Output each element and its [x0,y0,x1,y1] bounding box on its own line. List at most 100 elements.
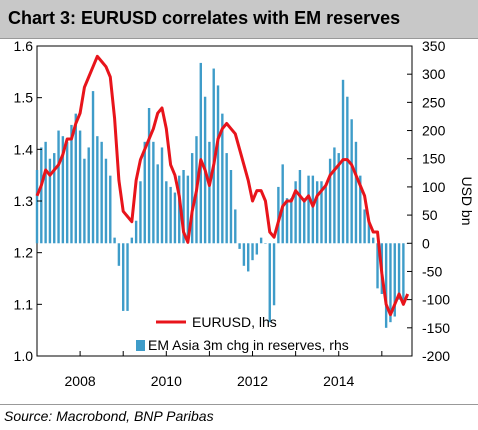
reserves-bar [74,113,77,244]
y-left-tick-label: 1.3 [14,193,34,209]
reserves-bar [346,96,349,244]
reserves-bar [315,181,319,244]
y-left-tick-label: 1.2 [14,245,34,261]
reserves-bar [44,141,47,244]
source-divider [0,404,478,405]
reserves-bar [367,220,371,244]
reserves-bar [70,124,73,244]
y-left-tick-label: 1.4 [14,141,34,157]
reserves-bar [65,141,69,244]
y-right-tick-label: -150 [422,320,450,336]
reserves-bar [173,192,177,244]
reserves-bar [268,243,271,323]
reserves-bar [221,113,224,244]
reserves-bar [354,141,358,244]
reserves-bar [389,243,392,323]
eurusd-line [35,54,410,317]
reserves-bar [113,237,116,244]
reserves-bar [255,243,259,255]
reserves-bar [264,243,267,244]
y-right-tick-label: 200 [422,123,446,139]
legend-line-label: EURUSD, lhs [192,314,277,330]
y-right-tick-label: 350 [422,38,446,54]
reserves-bar [225,153,228,244]
reserves-bar [324,186,327,244]
reserves-bar [104,158,108,244]
reserves-bar [160,147,164,244]
reserves-bar [333,147,336,244]
y-left-tick-label: 1.6 [14,38,34,54]
legend: EURUSD, lhs EM Asia 3m chg in reserves, … [136,314,349,353]
reserves-bar [303,198,306,244]
reserves-bar [78,130,82,244]
title-divider [0,38,478,39]
reserves-bar [372,237,375,244]
reserves-bar [186,175,190,244]
reserves-bar [376,243,379,289]
y-right-tick-label: -50 [422,263,442,279]
chart-plot: 1.0 1.1 1.2 1.3 1.4 1.5 1.6 -200 -150 -100 -50 0 50… [14,38,475,389]
reserves-bar [384,243,388,328]
reserves-bar [359,175,362,244]
y-right-tick-label: 150 [422,151,446,167]
reserves-bar [272,243,276,306]
reserves-bar [48,158,52,244]
legend-bar-swatch [136,340,145,351]
reserves-bar [277,186,280,244]
reserves-bar [294,181,297,244]
reserves-bar [139,181,142,244]
reserves-bar [393,243,396,317]
reserves-bar [311,175,315,244]
reserves-bar [402,243,405,306]
reserves-bar [100,141,103,244]
reserves-bar [208,141,211,244]
reserves-bar [96,136,99,244]
reserves-bar [216,85,220,244]
reserves-bar [83,158,86,244]
y-right-tick-label: -200 [422,348,450,364]
reserves-bar [328,158,332,244]
y-left-tick-label: 1.1 [14,296,34,312]
reserves-bar [247,243,250,272]
reserves-bar [156,164,159,244]
reserves-bar [134,220,138,244]
y-right-tick-label: 50 [422,207,438,223]
y-left-tick-label: 1.5 [14,90,34,106]
reserves-bar [122,243,125,311]
reserves-bar [307,175,310,244]
y-right-axis: -200 -150 -100 -50 0 50 100 150 200 250 300 350 [407,38,450,364]
reserves-bar [251,243,254,261]
reserves-bar [61,136,65,244]
reserves-bar [40,147,43,244]
reserves-bar [53,153,56,244]
reserves-bar [117,243,121,266]
reserves-bar [147,108,151,244]
reserves-bar [190,153,194,244]
reserves-bar [91,91,95,244]
reserves-bar [242,243,246,266]
x-tick-label: 2014 [323,373,354,389]
reserves-bar [169,186,172,244]
reserves-bar [363,209,366,244]
reserves-bar [298,170,302,244]
chart-title-bar [0,0,478,38]
reserves-bar [199,62,202,244]
chart-source: Source: Macrobond, BNP Paribas [4,408,214,424]
reserves-bar [285,198,289,244]
x-axis: 2008 2010 2012 2014 [36,351,383,389]
reserves-bar [35,170,39,244]
reserves-bar [165,181,168,244]
chart-title: Chart 3: EURUSD correlates with EM reser… [8,8,401,28]
reserves-bar [57,130,60,244]
reserves-bar [320,181,323,244]
reserves-bar [397,243,401,300]
reserves-bar [152,141,155,244]
x-tick-label: 2008 [65,373,96,389]
reserves-bar [109,175,112,244]
reserves-bar [290,198,293,244]
reserves-bar [229,170,233,244]
reserves-bar [182,170,185,244]
reserves-bar [178,175,181,244]
bar-series [35,62,409,328]
reserves-bar [143,141,146,244]
